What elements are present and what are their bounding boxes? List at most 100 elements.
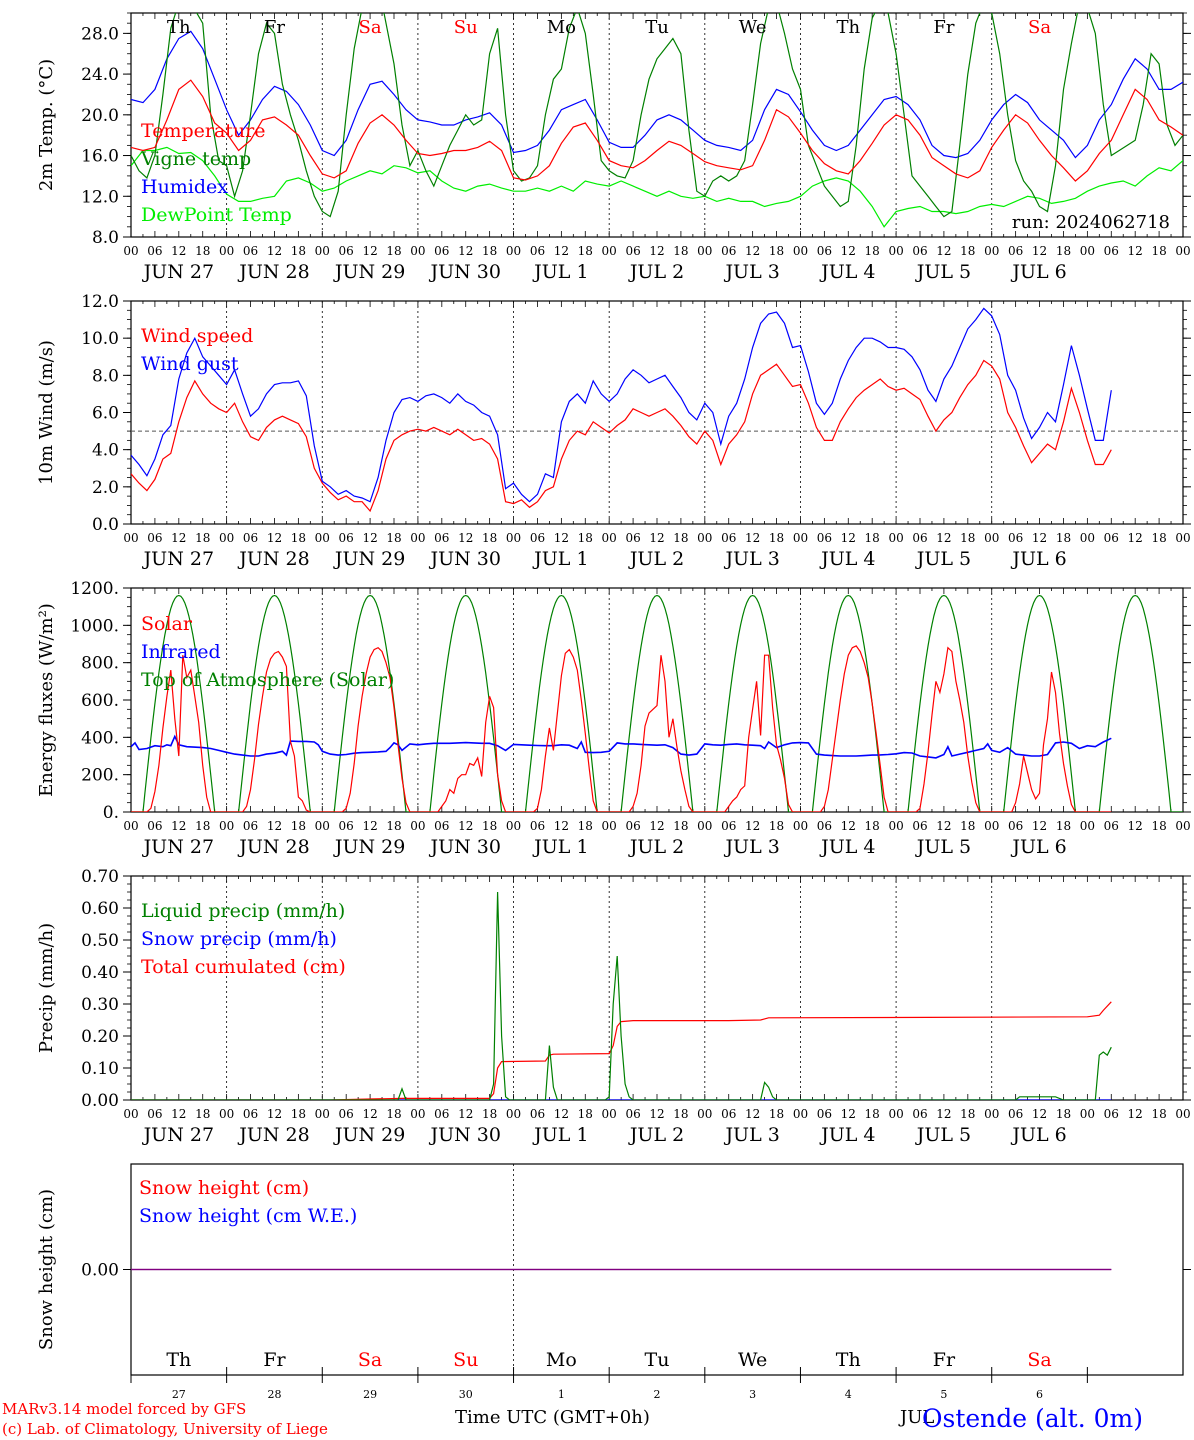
hour-tick-label: 06 xyxy=(434,244,449,258)
hour-tick-label: 00 xyxy=(888,244,903,258)
hour-tick-label: 18 xyxy=(865,531,880,545)
date-label: JUN 27 xyxy=(142,1124,214,1146)
hour-tick-label: 12 xyxy=(362,244,377,258)
panel-precip: 00 06 12 18 00 06 12 18 00 06 12 18 00 06 12 18 00 06 12 18… xyxy=(36,867,1191,1146)
hour-tick-label: 12 xyxy=(171,244,186,258)
panel-energy: 00 06 12 18 00 06 12 18 00 06 12 18 00 06 12 18 00 06 12 18… xyxy=(36,579,1191,858)
ytick-label: 200. xyxy=(81,766,119,786)
hour-tick-label: 12 xyxy=(745,1107,760,1121)
legend-entry: Top of Atmosphere (Solar) xyxy=(141,669,394,691)
ytick-label: 12.0 xyxy=(81,292,119,312)
hour-tick-label: 18 xyxy=(1056,531,1071,545)
date-label: JUN 27 xyxy=(142,261,214,283)
hour-tick-label: 18 xyxy=(195,1107,210,1121)
series-line-precip-2 xyxy=(131,1001,1112,1100)
hour-tick-label: 12 xyxy=(1128,1107,1143,1121)
panel-snow: Th 27 Fr 28 Sa 29 Su 30 Mo 1 Tu 2 We 3 Th 4 Fr 5 Sa 6 0.00 Sn… xyxy=(36,1163,1191,1401)
date-label: JUL 3 xyxy=(723,1124,779,1146)
hour-tick-label: 06 xyxy=(434,819,449,833)
date-label: JUL 2 xyxy=(628,836,684,858)
hour-tick-label: 00 xyxy=(315,819,330,833)
day-number-label: 1 xyxy=(558,1388,565,1401)
footer: MARv3.14 model forced by GFS (c) Lab. of… xyxy=(2,1400,1143,1438)
hour-tick-label: 12 xyxy=(362,819,377,833)
ytick-label: 16.0 xyxy=(81,147,119,167)
hour-tick-label: 18 xyxy=(482,531,497,545)
hour-tick-label: 06 xyxy=(243,1107,258,1121)
hour-tick-label: 00 xyxy=(984,531,999,545)
date-label: JUL 4 xyxy=(819,548,875,570)
date-label: JUL 6 xyxy=(1010,836,1066,858)
hour-tick-label: 18 xyxy=(1151,1107,1166,1121)
ytick-label: 0. xyxy=(103,803,119,823)
hour-tick-label: 00 xyxy=(1175,1107,1190,1121)
copyright-credit: (c) Lab. of Climatology, University of L… xyxy=(2,1420,328,1438)
date-label: JUL 3 xyxy=(723,548,779,570)
ytick-label: 12.0 xyxy=(81,187,119,207)
date-label: JUL 5 xyxy=(915,548,971,570)
hour-tick-label: 00 xyxy=(123,244,138,258)
weekday-label-top: Fr xyxy=(933,17,954,38)
hour-tick-label: 12 xyxy=(649,819,664,833)
hour-tick-label: 06 xyxy=(721,819,736,833)
hour-tick-label: 00 xyxy=(984,1107,999,1121)
series-line-temperature-0 xyxy=(131,79,1183,182)
date-label: JUN 30 xyxy=(428,1124,500,1146)
hour-tick-label: 18 xyxy=(386,531,401,545)
weekday-label: Sa xyxy=(358,1349,382,1371)
hour-tick-label: 00 xyxy=(1175,819,1190,833)
day-number-label: 28 xyxy=(267,1388,281,1401)
hour-tick-label: 06 xyxy=(147,819,162,833)
legend-entry: Humidex xyxy=(141,176,228,198)
hour-tick-label: 18 xyxy=(291,531,306,545)
date-label: JUN 30 xyxy=(428,836,500,858)
series-line-wind-0 xyxy=(131,359,1112,513)
hour-tick-label: 18 xyxy=(482,1107,497,1121)
hour-tick-label: 00 xyxy=(410,1107,425,1121)
hour-tick-label: 12 xyxy=(267,244,282,258)
date-label: JUN 29 xyxy=(333,261,405,283)
hour-tick-label: 06 xyxy=(530,244,545,258)
hour-tick-label: 00 xyxy=(315,531,330,545)
hour-tick-label: 12 xyxy=(936,1107,951,1121)
hour-tick-label: 00 xyxy=(793,244,808,258)
model-credit: MARv3.14 model forced by GFS xyxy=(2,1400,246,1418)
weekday-label-top: Tu xyxy=(645,17,669,38)
hour-tick-label: 12 xyxy=(936,531,951,545)
hour-tick-label: 18 xyxy=(769,244,784,258)
hour-tick-label: 12 xyxy=(649,531,664,545)
date-label: JUN 28 xyxy=(237,1124,309,1146)
ytick-label: 8.0 xyxy=(92,366,119,386)
ytick-label: 6.0 xyxy=(92,404,119,424)
hour-tick-label: 06 xyxy=(721,1107,736,1121)
date-label: JUL 1 xyxy=(532,548,588,570)
hour-tick-label: 12 xyxy=(554,531,569,545)
hour-tick-label: 12 xyxy=(267,1107,282,1121)
date-label: JUL 4 xyxy=(819,1124,875,1146)
hour-tick-label: 18 xyxy=(482,819,497,833)
panel-wind: 00 06 12 18 00 06 12 18 00 06 12 18 00 06 12 18 00 06 12 18… xyxy=(36,292,1191,570)
hour-tick-label: 18 xyxy=(386,819,401,833)
hour-tick-label: 18 xyxy=(865,244,880,258)
date-label: JUL 2 xyxy=(628,1124,684,1146)
date-label: JUN 28 xyxy=(237,261,309,283)
ytick-label: 0.60 xyxy=(81,899,119,919)
hour-tick-label: 06 xyxy=(912,244,927,258)
hour-tick-label: 12 xyxy=(936,244,951,258)
hour-tick-label: 00 xyxy=(1080,1107,1095,1121)
hour-tick-label: 00 xyxy=(315,244,330,258)
hour-tick-label: 06 xyxy=(434,531,449,545)
hour-tick-label: 18 xyxy=(291,819,306,833)
ytick-label: 0.70 xyxy=(81,867,119,887)
y-axis-label: 2m Temp. (°C) xyxy=(36,59,57,191)
hour-tick-label: 06 xyxy=(1104,244,1119,258)
hour-tick-label: 12 xyxy=(171,531,186,545)
date-label: JUN 29 xyxy=(333,836,405,858)
hour-tick-label: 12 xyxy=(458,244,473,258)
weekday-label-top: Fr xyxy=(264,17,285,38)
legend-entry: Wind speed xyxy=(141,325,253,347)
series-line-energy-2 xyxy=(131,594,1183,812)
hour-tick-label: 18 xyxy=(195,244,210,258)
hour-tick-label: 18 xyxy=(386,1107,401,1121)
hour-tick-label: 18 xyxy=(578,244,593,258)
